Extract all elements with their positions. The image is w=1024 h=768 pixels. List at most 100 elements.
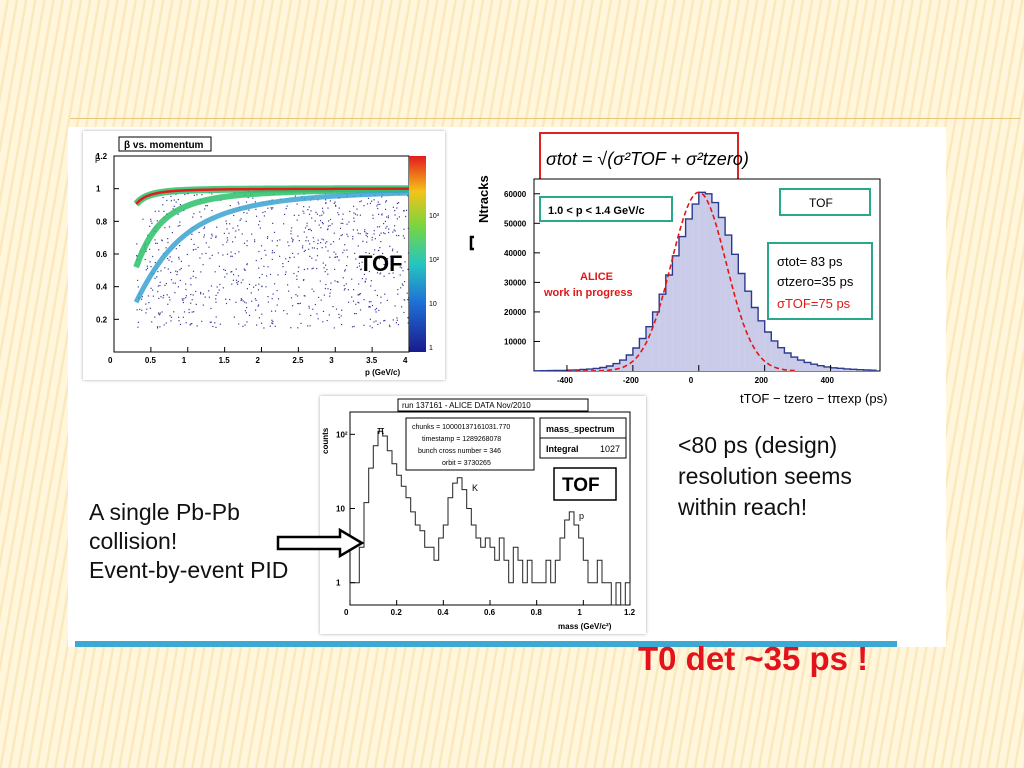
hist-bar: [685, 218, 693, 371]
tof-box: [553, 467, 617, 501]
colorbar-tick-label: 1: [429, 345, 433, 352]
y-tick-label: 10: [336, 505, 345, 514]
hist-bar: [830, 367, 838, 371]
hist-bar: [758, 320, 765, 371]
hist-bar: [751, 307, 759, 371]
hist-bar: [613, 363, 620, 371]
hist-bar: [646, 326, 653, 371]
time-resolution-panel: σtot = √(σ²TOF + σ²tzero) -400 -200 0 200 40…: [474, 131, 894, 416]
chart-title: run 137161 - ALICE DATA Nov/2010: [402, 401, 531, 410]
mass-spectrum-panel: run 137161 - ALICE DATA Nov/2010 0 0.2 0.4…: [320, 396, 646, 634]
tof-label: TOF: [359, 251, 403, 276]
hist-bar: [804, 362, 811, 371]
hist-bar: [843, 368, 851, 371]
mass-spectrum-chart: run 137161 - ALICE DATA Nov/2010 0 0.2 0.4…: [321, 398, 636, 631]
hist-outline: [349, 430, 631, 606]
momentum-range-box: [539, 196, 673, 222]
hist-bar: [791, 357, 798, 371]
hist-bar: [672, 255, 679, 371]
top-rule: [70, 118, 1020, 119]
hist-bar: [606, 366, 614, 371]
x-tick-label: 0: [344, 608, 349, 617]
hist-bar: [659, 294, 666, 371]
x-tick-label: 0: [108, 356, 113, 365]
hist-bar: [824, 366, 831, 371]
stats-label: Integral: [546, 444, 579, 454]
stats-value: 1027: [600, 444, 620, 454]
hist-bar: [725, 235, 732, 371]
hist-bar: [764, 332, 772, 371]
time-resolution-chart: σtot = √(σ²TOF + σ²tzero) -400 -200 0 200 40…: [476, 132, 887, 406]
hist-bar: [705, 193, 712, 371]
single-event-note: A single Pb-Pb collision! Event-by-event…: [89, 498, 288, 585]
x-tick-label: 3: [329, 356, 334, 365]
kaon-label: K: [472, 483, 478, 493]
x-tick-label: 4: [403, 356, 408, 365]
axes: 0 0.5 1 1.5 2 2.5 3 3.5 4 0.2 0.4 0.6 0.8 1 1.2: [96, 152, 410, 365]
colorbar: [409, 156, 426, 352]
hist-bar: [731, 254, 739, 371]
hist-bar: [698, 192, 706, 371]
alice-label: ALICE: [580, 271, 613, 283]
hist-bar: [817, 365, 824, 371]
hist-bar: [711, 202, 719, 371]
particle-bands: [133, 185, 410, 304]
x-tick-label: -200: [623, 376, 640, 385]
y-tick-label: 1.2: [96, 152, 108, 161]
pion-ridge: [135, 187, 409, 205]
footer-title: T0 det ~35 ps !: [638, 640, 869, 677]
y-axis-label: Ntracks: [476, 175, 491, 223]
hist-bar: [593, 368, 600, 371]
colorbar-ticks: 1 10 10² 10³: [429, 213, 440, 352]
x-axis-label: tTOF − tzero − tπexp (ps): [740, 391, 887, 406]
histogram: [533, 191, 877, 372]
y-tick-label: 30000: [504, 278, 527, 287]
momentum-range: 1.0 < p < 1.4 GeV/c: [548, 205, 645, 217]
hist-bar: [599, 367, 607, 371]
hist-bar: [738, 273, 745, 371]
x-tick-label: 0.2: [391, 608, 403, 617]
y-tick-label: 60000: [504, 190, 527, 199]
x-tick-label: 200: [755, 376, 769, 385]
colorbar-tick-label: 10³: [429, 213, 440, 220]
hist-bar: [639, 338, 646, 371]
beta-vs-momentum-panel: 1 10 10² 10³ 0 0.5 1 1.5 2 2.5 3 3.5 4 0.2 0.4 0.6 0.8 1…: [83, 131, 445, 380]
hist-bar: [718, 217, 726, 371]
x-axis-label: mass (GeV/c²): [558, 622, 612, 631]
axes: -400 -200 0 200 400 10000 20000 30000 40000 50000…: [504, 190, 834, 385]
resolution-note: <80 ps (design) resolution seems within …: [678, 430, 852, 523]
single-event-line-1: A single Pb-Pb: [89, 499, 240, 525]
pion-label: π: [377, 425, 385, 437]
sigma-tot: σtot= 83 ps: [777, 254, 843, 269]
hist-bar: [850, 369, 857, 371]
hist-bar: [784, 353, 791, 371]
hist-bar: [744, 291, 752, 371]
work-in-progress-label: work in progress: [543, 287, 633, 299]
x-tick-label: 3.5: [366, 356, 378, 365]
proton-label: p: [579, 511, 584, 521]
hist-bar: [652, 311, 660, 371]
band-2: [133, 190, 410, 304]
hist-bar: [810, 364, 818, 371]
hist-outline: [533, 191, 877, 372]
x-tick-label: -400: [557, 376, 574, 385]
x-tick-label: 0: [689, 376, 694, 385]
beta-vs-momentum-chart: 1 10 10² 10³ 0 0.5 1 1.5 2 2.5 3 3.5 4 0.2 0.4 0.6 0.8 1…: [95, 136, 440, 377]
y-axis-label: counts: [321, 427, 330, 454]
x-tick-label: 1: [577, 608, 582, 617]
hist-bar: [797, 360, 805, 371]
x-tick-label: 0.8: [531, 608, 543, 617]
colorbar-tick-label: 10²: [429, 257, 440, 264]
hist-bar: [837, 368, 844, 371]
sigma-tzero: σtzero=35 ps: [777, 274, 854, 289]
x-tick-label: 2: [256, 356, 261, 365]
y-axis-label: β: [95, 153, 100, 163]
slide-bottom-bar: [75, 641, 897, 647]
y-tick-label: 50000: [504, 219, 527, 228]
y-tick-label: 10²: [336, 430, 348, 439]
info-orbit: orbit = 3730265: [442, 460, 491, 467]
formula-box: [539, 132, 739, 184]
legend-label: TOF: [809, 196, 833, 210]
y-tick-label: 0.4: [96, 283, 108, 292]
y-tick-label: 20000: [504, 308, 527, 317]
